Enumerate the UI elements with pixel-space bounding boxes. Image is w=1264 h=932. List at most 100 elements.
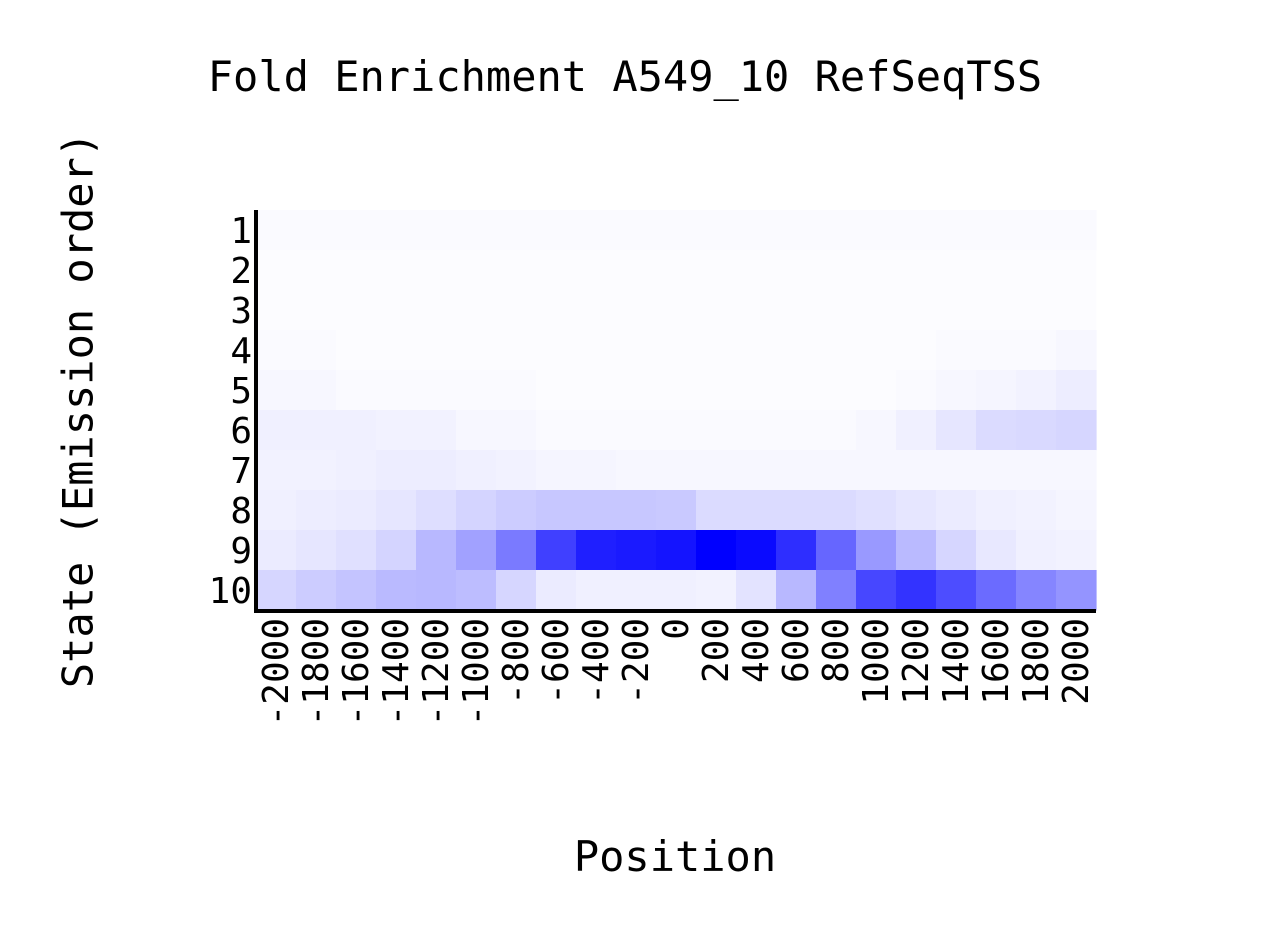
heatmap-cell <box>856 410 897 451</box>
heatmap-cell <box>296 330 337 371</box>
heatmap-cell <box>496 570 537 611</box>
heatmap-cell <box>1016 530 1057 571</box>
heatmap-cell <box>936 290 977 331</box>
heatmap-cell <box>336 410 377 451</box>
heatmap-cell <box>736 370 777 411</box>
heatmap-cell <box>976 250 1017 291</box>
heatmap-cell <box>256 370 297 411</box>
heatmap-cell <box>416 530 457 571</box>
heatmap-cell <box>896 330 937 371</box>
heatmap-cell <box>936 210 977 251</box>
heatmap-cell <box>1016 330 1057 371</box>
heatmap-cell <box>1016 290 1057 331</box>
heatmap-cell <box>696 250 737 291</box>
heatmap-cell <box>696 210 737 251</box>
heatmap-cell <box>536 570 577 611</box>
heatmap-cell <box>976 210 1017 251</box>
heatmap-cell <box>376 250 417 291</box>
heatmap-cell <box>696 530 737 571</box>
heatmap-cell <box>856 210 897 251</box>
heatmap-cell <box>736 290 777 331</box>
heatmap-cell <box>536 250 577 291</box>
heatmap-cell <box>856 330 897 371</box>
heatmap-cell <box>696 490 737 531</box>
x-tick-label: 400 <box>736 618 777 683</box>
heatmap-cell <box>336 250 377 291</box>
heatmap-cell <box>936 250 977 291</box>
x-tick-label: -1200 <box>416 618 457 726</box>
heatmap-cell <box>376 330 417 371</box>
heatmap-cell <box>416 370 457 411</box>
heatmap-cell <box>1056 530 1097 571</box>
heatmap-cell <box>336 530 377 571</box>
heatmap-cell <box>896 290 937 331</box>
heatmap-cell <box>456 410 497 451</box>
heatmap-cell <box>856 370 897 411</box>
heatmap-cell <box>936 570 977 611</box>
heatmap-cell <box>776 290 817 331</box>
heatmap-cell <box>296 570 337 611</box>
heatmap-cell <box>696 370 737 411</box>
y-tick-label: 7 <box>230 451 252 492</box>
heatmap-cell <box>696 570 737 611</box>
heatmap-cell <box>856 570 897 611</box>
heatmap-cell <box>616 490 657 531</box>
heatmap-cell <box>256 530 297 571</box>
heatmap-cell <box>976 370 1017 411</box>
heatmap-cell <box>456 530 497 571</box>
heatmap-cell <box>496 290 537 331</box>
heatmap-cell <box>896 530 937 571</box>
heatmap-cell <box>1016 450 1057 491</box>
heatmap-cell <box>976 570 1017 611</box>
heatmap-cell <box>856 290 897 331</box>
heatmap-cell <box>576 330 617 371</box>
heatmap-cell <box>1016 370 1057 411</box>
x-tick-label: 1400 <box>936 618 977 705</box>
heatmap-cell <box>376 290 417 331</box>
heatmap-cell <box>416 250 457 291</box>
heatmap-cell <box>776 330 817 371</box>
heatmap-cell <box>576 530 617 571</box>
y-tick-label: 1 <box>230 211 252 252</box>
y-tick-label: 9 <box>230 531 252 572</box>
heatmap-cell <box>856 490 897 531</box>
heatmap-cell <box>976 450 1017 491</box>
heatmap-cell <box>656 250 697 291</box>
heatmap-cell <box>256 450 297 491</box>
heatmap-cell <box>296 450 337 491</box>
heatmap-cell <box>776 210 817 251</box>
heatmap-cell <box>376 570 417 611</box>
heatmap-cell <box>376 450 417 491</box>
heatmap-cell <box>1056 410 1097 451</box>
heatmap-cell <box>816 530 857 571</box>
heatmap-cell <box>336 370 377 411</box>
heatmap-cell <box>576 210 617 251</box>
heatmap-cell <box>336 210 377 251</box>
heatmap-cell <box>296 370 337 411</box>
heatmap-cell <box>976 330 1017 371</box>
heatmap-cell <box>776 370 817 411</box>
heatmap-cell <box>296 410 337 451</box>
heatmap-cell <box>736 210 777 251</box>
y-tick-label: 10 <box>209 571 252 612</box>
heatmap-cell <box>656 330 697 371</box>
heatmap-cell <box>536 210 577 251</box>
x-tick-label: 1200 <box>896 618 937 705</box>
heatmap-cell <box>536 370 577 411</box>
heatmap-cell <box>496 370 537 411</box>
heatmap-cell <box>296 290 337 331</box>
heatmap-cell <box>696 450 737 491</box>
heatmap-cell <box>816 210 857 251</box>
heatmap-cell <box>656 570 697 611</box>
heatmap-cell <box>776 410 817 451</box>
heatmap-cell <box>336 330 377 371</box>
heatmap-cell <box>616 290 657 331</box>
heatmap-cell <box>776 250 817 291</box>
heatmap-cell <box>336 290 377 331</box>
heatmap-cell <box>616 210 657 251</box>
heatmap-cell <box>1056 370 1097 411</box>
heatmap-cell <box>616 530 657 571</box>
heatmap-cell <box>256 330 297 371</box>
heatmap-cell <box>656 490 697 531</box>
